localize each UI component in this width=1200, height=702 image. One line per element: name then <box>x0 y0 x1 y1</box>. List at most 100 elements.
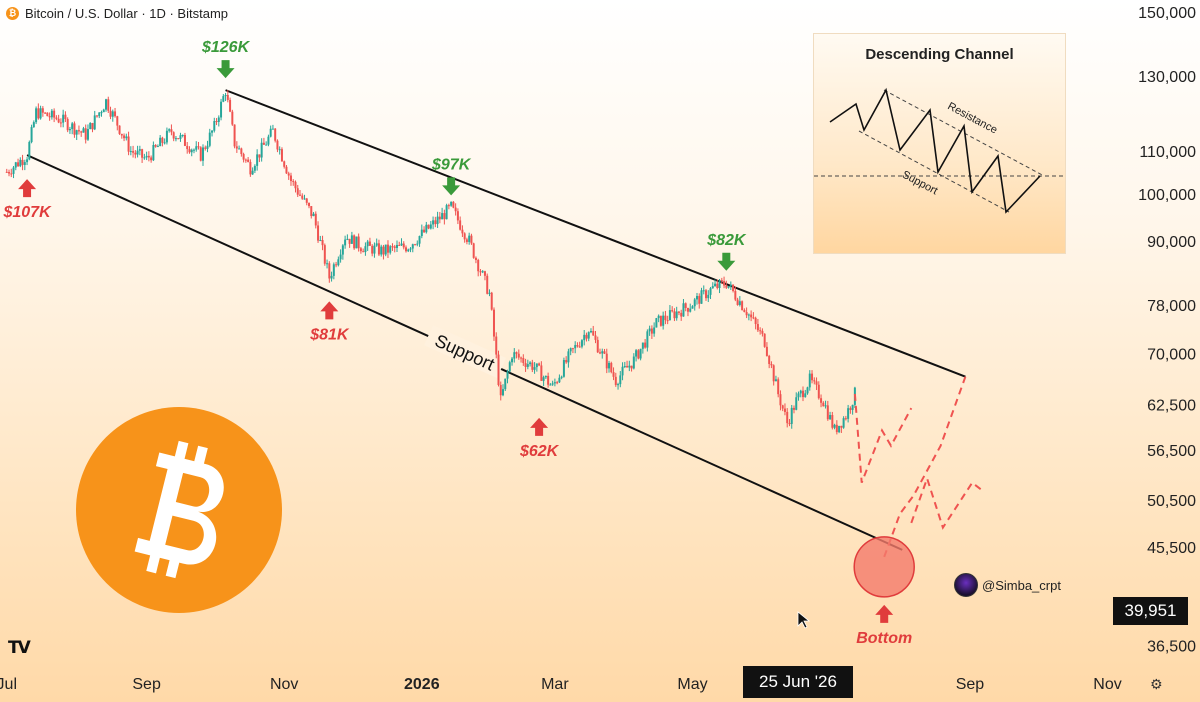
candle-body <box>754 317 757 325</box>
candle-body <box>242 154 245 160</box>
candle-body <box>680 312 683 317</box>
candle-body <box>610 362 613 373</box>
candle-body <box>474 257 477 260</box>
inset-title: Descending Channel <box>865 46 1014 63</box>
candle-body <box>416 243 419 245</box>
candle-body <box>213 121 216 131</box>
candle-body <box>779 394 782 406</box>
candle-body <box>44 112 47 114</box>
candle-body <box>714 283 717 287</box>
peak2-arrow <box>216 60 235 79</box>
candle-body <box>655 318 658 328</box>
candle-body <box>585 334 588 339</box>
candle-body <box>98 112 101 117</box>
candle-body <box>414 244 417 246</box>
candle-body <box>150 157 153 161</box>
candle-body <box>118 125 121 134</box>
candle-body <box>693 299 696 307</box>
candle-body <box>565 360 568 363</box>
candle-body <box>668 310 671 321</box>
projection-path <box>910 475 985 530</box>
candle-body <box>504 378 507 390</box>
candle-body <box>303 198 306 200</box>
candle-body <box>542 377 545 381</box>
candle-body <box>623 366 626 368</box>
candle-body <box>488 292 491 294</box>
candle-body <box>165 130 168 143</box>
candle-body <box>461 229 464 234</box>
candle-body <box>314 213 317 226</box>
candle-body <box>321 240 324 246</box>
candle-body <box>718 280 721 289</box>
candle-body <box>741 301 744 311</box>
candle-body <box>671 310 674 312</box>
bottom-arrow <box>875 604 894 623</box>
candle-body <box>208 132 211 146</box>
candle-body <box>389 246 392 253</box>
candle-body <box>339 254 342 260</box>
candle-body <box>792 407 795 410</box>
candle-body <box>831 415 834 428</box>
candle-body <box>540 365 543 381</box>
candle-body <box>761 330 764 334</box>
candle-body <box>553 382 556 384</box>
candle-body <box>222 96 225 102</box>
candle-body <box>727 286 730 288</box>
candle-body <box>689 308 692 312</box>
candle-body <box>161 137 164 143</box>
candle-body <box>811 373 814 381</box>
candle-body <box>123 135 126 139</box>
peak2-label: $126K <box>201 39 251 56</box>
bottom-label: Bottom <box>856 630 912 647</box>
candle-body <box>177 138 180 140</box>
candle-body <box>102 109 105 113</box>
candle-body <box>132 151 135 153</box>
candle-body <box>330 275 333 279</box>
candle-body <box>235 146 238 149</box>
candle-body <box>675 311 678 319</box>
candle-body <box>626 366 629 368</box>
candle-body <box>265 144 268 146</box>
candle-body <box>511 358 514 363</box>
candle-body <box>32 122 35 128</box>
candle-body <box>551 383 554 385</box>
candle-body <box>804 393 807 398</box>
candle-body <box>802 390 805 398</box>
candle-body <box>407 249 410 252</box>
candle-body <box>502 389 505 396</box>
gear-icon[interactable]: ⚙ <box>1150 676 1163 692</box>
candle-body <box>808 373 811 388</box>
candle-body <box>517 353 520 358</box>
candle-body <box>481 271 484 273</box>
candle-body <box>274 128 277 141</box>
candle-body <box>844 418 847 420</box>
low2-label: $81K <box>309 326 350 343</box>
symbol-title[interactable]: Bitcoin / U.S. Dollar · 1D · Bitstamp <box>25 5 228 21</box>
peak3-label: $97K <box>431 156 472 173</box>
candle-body <box>224 94 227 97</box>
y-tick-label: 50,500 <box>1147 493 1196 510</box>
candle-body <box>617 384 620 386</box>
candle-body <box>188 149 191 153</box>
candle-body <box>842 418 845 428</box>
support-label: Support <box>432 330 498 374</box>
candle-body <box>738 301 741 305</box>
candle-body <box>26 159 29 163</box>
candle-body <box>179 135 182 139</box>
candle-body <box>231 111 234 125</box>
candle-body <box>368 241 371 246</box>
candle-body <box>454 207 457 212</box>
chart-header: ₿ Bitcoin / U.S. Dollar · 1D · Bitstamp <box>6 4 228 22</box>
candle-body <box>267 136 270 145</box>
candle-body <box>621 366 624 376</box>
projection-path <box>883 376 967 558</box>
candle-body <box>788 423 791 425</box>
candle-body <box>723 281 726 286</box>
candle-body <box>786 411 789 424</box>
candle-body <box>211 130 214 133</box>
candle-body <box>109 110 112 117</box>
candle-body <box>181 134 184 136</box>
candle-body <box>589 330 592 333</box>
